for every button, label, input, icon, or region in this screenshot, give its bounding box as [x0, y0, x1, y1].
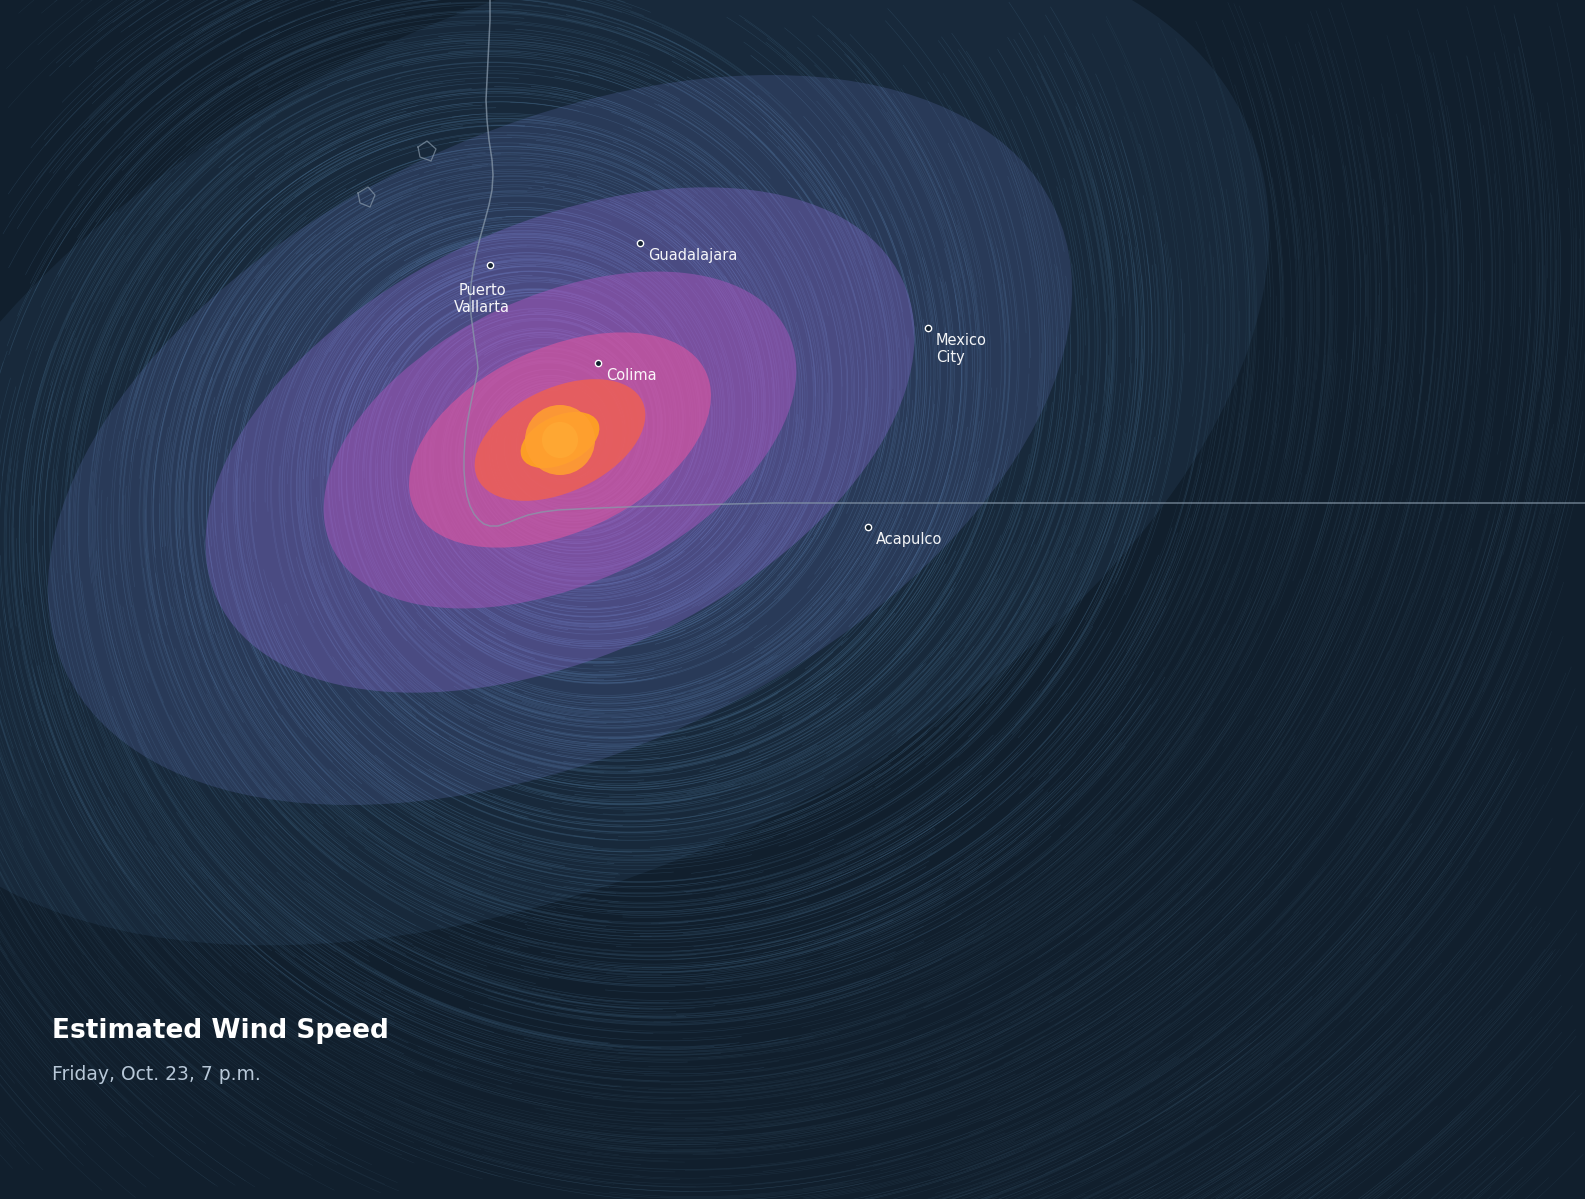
- Text: Friday, Oct. 23, 7 p.m.: Friday, Oct. 23, 7 p.m.: [52, 1065, 262, 1084]
- Ellipse shape: [0, 0, 1270, 945]
- Ellipse shape: [206, 187, 915, 693]
- Ellipse shape: [409, 332, 712, 548]
- Text: Colima: Colima: [605, 368, 656, 382]
- Text: Puerto
Vallarta: Puerto Vallarta: [453, 283, 510, 315]
- Ellipse shape: [323, 271, 796, 608]
- Text: Acapulco: Acapulco: [877, 532, 943, 547]
- Circle shape: [525, 405, 594, 475]
- Ellipse shape: [48, 76, 1071, 805]
- Ellipse shape: [520, 412, 599, 468]
- Text: Estimated Wind Speed: Estimated Wind Speed: [52, 1018, 388, 1044]
- Text: Guadalajara: Guadalajara: [648, 248, 737, 263]
- Circle shape: [542, 422, 579, 458]
- Ellipse shape: [474, 379, 645, 501]
- Text: Mexico
City: Mexico City: [937, 333, 987, 364]
